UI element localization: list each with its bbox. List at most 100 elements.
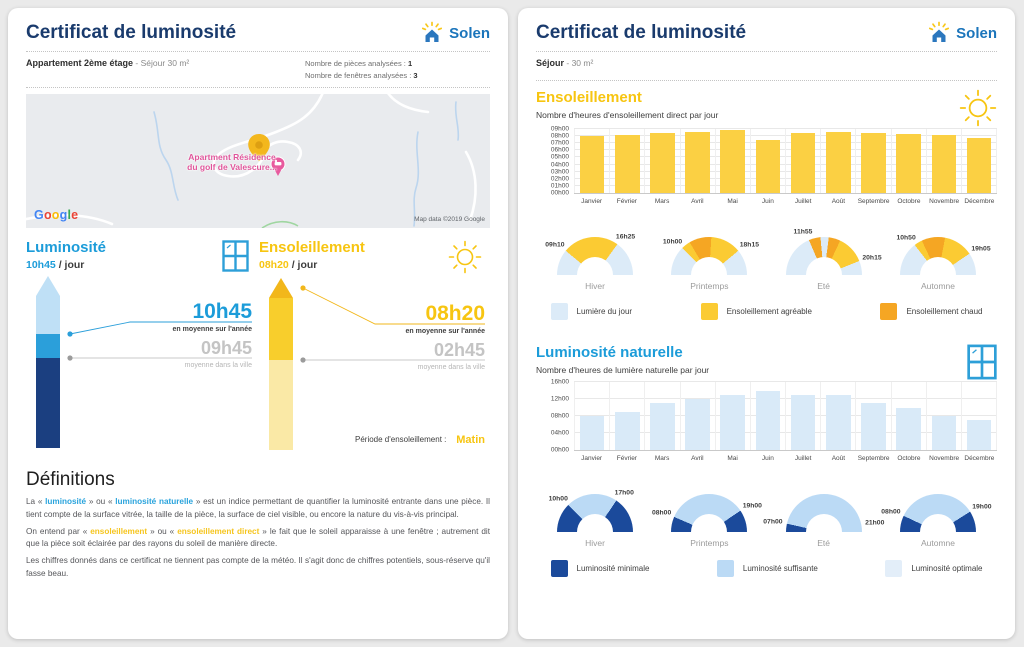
season-label: Automne [920, 538, 955, 548]
bar-Septembre [861, 132, 886, 193]
luminosite-gauge: 10h45 en moyenne sur l'année 09h45 moyen… [36, 276, 253, 449]
season-gauge-automne: 10h50 19h05 Automne [881, 219, 995, 291]
gauge-end-time: 19h00 [742, 502, 762, 510]
season-label: Printemps [690, 281, 729, 291]
chart-column [925, 382, 961, 450]
gauge-hole [919, 514, 956, 532]
bar-Novembre [931, 135, 957, 193]
solen-logo: Solen [420, 21, 490, 45]
gauge-arc-wrap: 08h00 19h00 [652, 476, 766, 532]
definition-paragraph: Les chiffres donnés dans ce certificat n… [26, 556, 490, 578]
bar-Juin [755, 139, 781, 193]
bar-Décembre [966, 137, 992, 193]
property-name: Appartement 2ème étage [26, 58, 134, 68]
chart-column [785, 382, 820, 450]
bar-Février [614, 411, 640, 450]
chart-bars [574, 129, 998, 193]
room-name: Séjour [536, 58, 565, 68]
gauge-start-time: 07h00 [763, 518, 783, 526]
definitions-title: Définitions [26, 469, 115, 491]
luminosite-avg-value: 10h45 [192, 300, 252, 323]
sun-section-title: Ensoleillement [536, 89, 642, 106]
stat-windows: Nombre de fenêtres analysées : 3 [305, 70, 418, 80]
season-gauge-automne: 08h00 19h00 Automne [881, 476, 995, 548]
chart-column [960, 129, 998, 193]
x-tick-label: Décembre [964, 455, 995, 462]
x-tick-label: Juillet [794, 455, 812, 462]
season-label: Hiver [585, 281, 605, 291]
chart-column [679, 382, 715, 450]
chart-column [960, 382, 998, 450]
luminosite-city-value: 09h45 [201, 338, 252, 358]
bar-Mars [650, 132, 675, 193]
bar-Avril [685, 399, 710, 450]
luminosite-city-caption: moyenne dans la ville [185, 362, 252, 369]
legend-swatch-optimale [885, 560, 903, 577]
season-label: Eté [817, 538, 831, 548]
ensoleillement-avg-caption: en moyenne sur l'année [406, 328, 486, 335]
bar-Octobre [896, 133, 921, 193]
season-label: Automne [920, 281, 955, 291]
gauge-hole [919, 257, 956, 275]
chart-column [925, 129, 961, 193]
light-section-subtitle: Nombre d'heures de lumière naturelle par… [536, 365, 710, 375]
y-tick-label: 04h00 [550, 429, 569, 437]
x-tick-label: Août [831, 455, 846, 462]
location-map[interactable]: Apartment Résidence du golf de Valescure… [26, 94, 490, 229]
brand-name: Solen [956, 24, 997, 42]
brand-name: Solen [449, 24, 490, 42]
luminosite-value-line: 10h45 / jour [26, 259, 106, 271]
gauge-start-time: 10h00 [548, 495, 568, 503]
solen-logo: Solen [927, 21, 997, 45]
sun-section-header: Ensoleillement Nombre d'heures d'ensolei… [536, 89, 997, 127]
ensoleillement-bar-chart: 00h00 01h00 02h00 03h00 04h00 05h00 06h00 07h00… [536, 126, 998, 205]
legend-swatch-agreable [700, 303, 718, 320]
y-tick-label: 00h00 [550, 446, 569, 454]
definition-paragraph: On entend par « ensoleillement » ou « en… [26, 526, 490, 549]
per-day-label: / jour [58, 258, 85, 271]
y-tick-label: 07h00 [550, 139, 569, 147]
bar-Octobre [896, 407, 921, 450]
y-tick-label: 08h00 [550, 412, 569, 420]
chart-bars [574, 382, 998, 450]
season-label: Eté [817, 281, 831, 291]
season-gauge-eté: 11h55 20h15 Eté [767, 219, 882, 291]
ensoleillement-value: 08h20 [259, 258, 289, 271]
definition-paragraph: La « luminosité » ou « luminosité nature… [26, 497, 490, 519]
certificate-page-2: Certificat de luminosité Solen Séjour - … [518, 8, 1015, 639]
gauge-hole [805, 257, 842, 275]
certificate-page-1: Certificat de luminosité Solen Apparteme… [8, 8, 508, 639]
google-logo[interactable]: Google [34, 208, 79, 223]
luminosite-value: 10h45 [26, 258, 56, 271]
property-label: Appartement 2ème étage - Séjour 30 m² [26, 58, 189, 68]
season-gauge-hiver: 10h00 17h00 Hiver [538, 476, 652, 548]
chart-column [574, 129, 609, 193]
gauge-hole [691, 257, 728, 275]
bar-Novembre [931, 416, 957, 450]
x-tick-label: Novembre [929, 455, 960, 462]
gridline [574, 128, 997, 129]
bar-Juin [755, 390, 781, 450]
map-pin-lodging [270, 156, 286, 177]
sun-icon [959, 89, 997, 127]
legend-swatch-daylight [550, 303, 568, 320]
luminosite-avg-caption: en moyenne sur l'année [173, 326, 253, 333]
ensoleillement-city-caption: moyenne dans la ville [418, 364, 485, 371]
y-tick-label: 04h00 [550, 161, 569, 169]
gauge-start-time: 10h50 [896, 234, 916, 242]
gridline [574, 381, 997, 382]
chart-column [855, 129, 890, 193]
y-tick-label: 05h00 [550, 153, 569, 161]
chart-x-axis: Janvier Février Mars Avril Mai Juin Juillet Aoû… [574, 194, 997, 205]
bar-Août [825, 131, 851, 193]
bar-Mai [720, 130, 746, 193]
x-tick-label: Mars [654, 198, 670, 205]
chart-column [679, 129, 715, 193]
map-pin-yellow [248, 134, 270, 162]
gauge-start-time: 08h00 [881, 508, 901, 516]
x-tick-label: Mai [727, 198, 738, 205]
x-tick-label: Mars [654, 455, 670, 462]
chart-plot-area: 00h00 01h00 02h00 03h00 04h00 05h00 06h00 07h00… [551, 126, 998, 197]
legend-label: Luminosité suffisante [742, 564, 818, 573]
